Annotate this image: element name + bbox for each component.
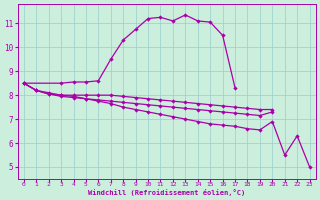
X-axis label: Windchill (Refroidissement éolien,°C): Windchill (Refroidissement éolien,°C) bbox=[88, 189, 245, 196]
